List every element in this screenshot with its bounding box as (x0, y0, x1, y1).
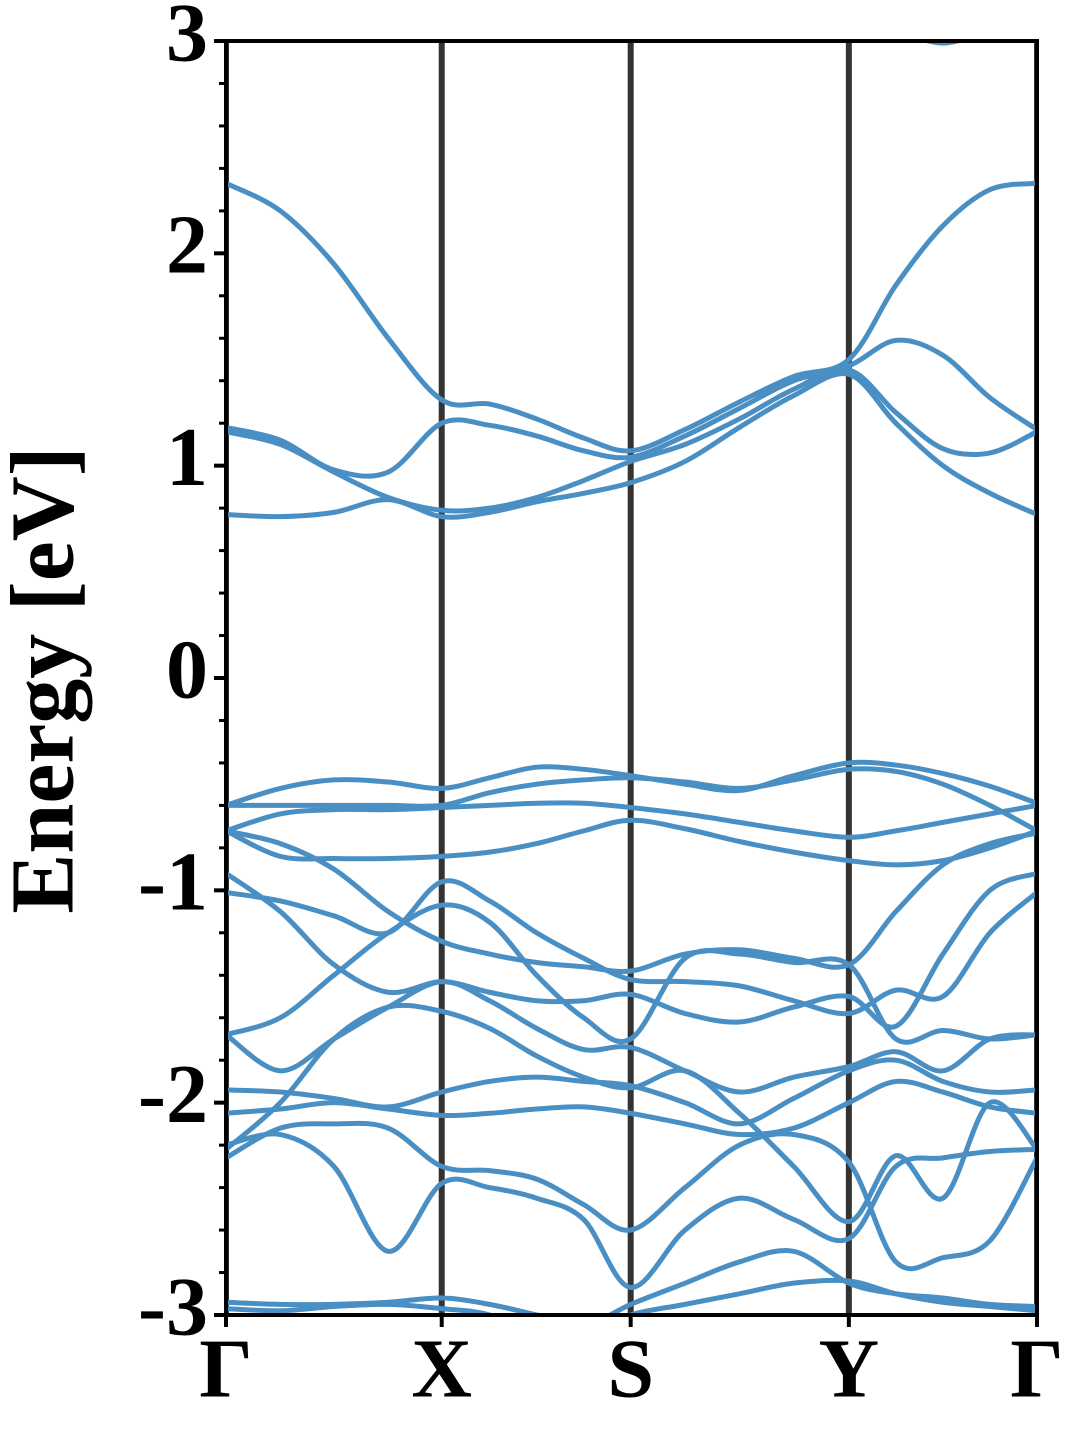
x-tick-label: X (411, 1322, 472, 1415)
band-line (226, 337, 1037, 479)
y-tick-label: 0 (166, 623, 208, 716)
band-line (226, 1002, 1037, 1225)
band-line (226, 902, 1037, 1045)
band-line (226, 1078, 1037, 1138)
band-line (226, 1120, 1037, 1272)
y-tick-label: -2 (138, 1048, 208, 1141)
y-tick-label: 2 (166, 199, 208, 292)
band-line (226, 371, 1037, 520)
y-tick-label: -1 (138, 836, 208, 929)
band-line (226, 800, 1037, 840)
band-line (226, 180, 1037, 454)
y-tick-label: 1 (166, 411, 208, 504)
band-line (226, 979, 1037, 1095)
band-line (226, 828, 1037, 975)
band-line (226, 366, 1037, 514)
x-tick-label: Γ (1010, 1322, 1063, 1415)
band-line (226, 878, 1037, 1017)
band-line (226, 1277, 1037, 1315)
band-line (226, 766, 1037, 834)
band-line (226, 1131, 1037, 1290)
x-tick-label: Y (819, 1322, 880, 1415)
x-tick-label: S (607, 1322, 654, 1415)
y-tick-label: 3 (166, 0, 208, 79)
band-line (919, 41, 967, 46)
band-line (226, 817, 1037, 868)
y-axis-label: Energy [eV] (0, 446, 93, 913)
x-tick-label: Γ (199, 1322, 252, 1415)
plot-area (226, 41, 1037, 1315)
y-tick-label: -3 (138, 1260, 208, 1353)
band-line (226, 870, 1037, 1030)
